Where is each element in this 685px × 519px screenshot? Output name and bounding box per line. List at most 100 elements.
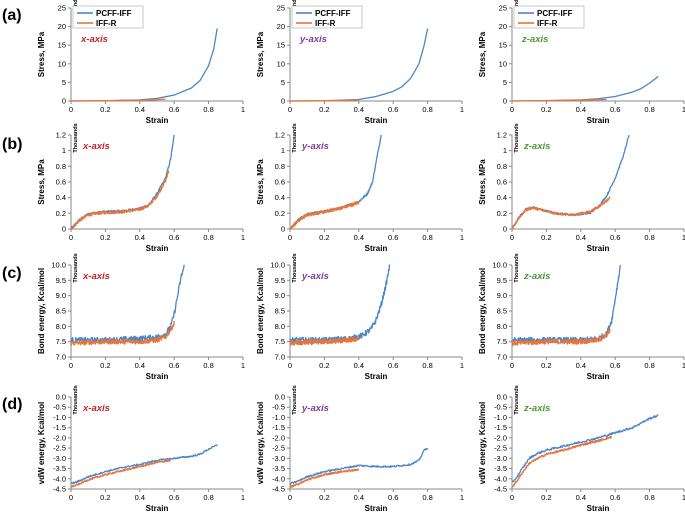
y-tick-label: -3.5: [53, 464, 66, 473]
y-tick-label: 0: [281, 97, 285, 106]
chart-c-z: 0 0.2 0.4 0.6 0.8 1 7.0 7.5 8.0 8.5 9.0 9.5 10.0 Stra…: [478, 253, 685, 381]
x-tick-label: 0: [288, 361, 292, 370]
chart-d-z: 0 0.2 0.4 0.6 0.8 1-4.5-4.0-3.5-3.0-2.5-2.0-1…: [478, 385, 685, 513]
y-tick-label: 20: [58, 22, 66, 31]
x-tick-label: 0: [510, 233, 514, 242]
y-tick-label: 7.0: [275, 353, 285, 362]
y-tick-label: 0.8: [56, 162, 66, 171]
y-tick-label: 1.2: [56, 131, 66, 140]
x-tick-label: 0.4: [135, 105, 145, 114]
x-axis-label: Strain: [146, 244, 169, 253]
y-tick-label: -2.0: [53, 433, 66, 442]
series-line-iff-r: [511, 98, 607, 102]
series-line-iff-r: [511, 196, 611, 230]
chart-c-y: 0 0.2 0.4 0.6 0.8 1 7.0 7.5 8.0 8.5 9.0 9.5 10.0 Stra…: [256, 253, 464, 381]
legend-entry: PCFF-IFF: [537, 9, 573, 18]
y-tick-label: 5: [281, 78, 285, 87]
y-tick-label: 10.0: [270, 261, 285, 270]
x-tick-label: 0.8: [422, 493, 432, 502]
series-line-pcff-iff: [511, 414, 659, 483]
y-axis-label: Stress, MPa: [478, 159, 487, 205]
y-tick-label: 20: [277, 22, 285, 31]
y-tick-label: 15: [499, 41, 507, 50]
y-tick-label: 15: [277, 41, 285, 50]
axis-name-label: x-axis: [82, 271, 110, 282]
y-tick-label: -0.5: [272, 403, 285, 412]
y-tick-label: 8.0: [275, 322, 285, 331]
x-axis-label: Strain: [146, 372, 169, 381]
series-line-iff-r: [70, 459, 172, 489]
x-tick-label: 0.4: [354, 361, 364, 370]
y-tick-label: -4.5: [494, 485, 507, 494]
y-tick-label: 0.0: [275, 393, 285, 402]
y-tick-label: 10: [499, 59, 507, 68]
y-tick-label: -1.0: [494, 413, 507, 422]
y-axis-label: Bond energy, Kcal/mol: [256, 268, 265, 354]
y-axis-label: Stress, MPa: [37, 31, 46, 77]
thousands-label: Thousands: [73, 253, 79, 282]
x-tick-label: 0.4: [576, 105, 586, 114]
y-axis-label: vdW energy, Kcal/mol: [256, 402, 265, 485]
y-axis-label: Stress, MPa: [478, 31, 487, 77]
y-tick-label: 0: [503, 225, 507, 234]
y-tick-label: -4.0: [53, 474, 66, 483]
chart-d-y: 0 0.2 0.4 0.6 0.8 1-4.5-4.0-3.5-3.0-2.5-2.0-1…: [256, 385, 464, 513]
x-tick-label: 0.6: [169, 233, 179, 242]
axis-name-label: x-axis: [80, 34, 108, 45]
y-axis-label: Bond energy, Kcal/mol: [37, 268, 46, 354]
thousands-label: Thousands: [292, 123, 298, 152]
axis-name-label: z-axis: [523, 141, 550, 152]
x-tick-label: 0.6: [388, 233, 398, 242]
y-tick-label: 0.4: [275, 193, 285, 202]
x-axis-label: Strain: [365, 244, 388, 253]
series-line-iff-r: [70, 98, 166, 102]
x-tick-label: 0.8: [203, 105, 213, 114]
y-tick-label: -4.5: [53, 485, 66, 494]
y-tick-label: -2.5: [272, 444, 285, 453]
y-tick-label: 7.5: [56, 337, 66, 346]
x-tick-label: 0.8: [203, 361, 213, 370]
axis-name-label: x-axis: [82, 403, 110, 414]
series-line-pcff-iff: [289, 447, 429, 485]
chart-b-z: 0 0.2 0.4 0.6 0.8 1 0 0.2 0.4 0.6 0.8 1 1.2 Strain Str…: [478, 123, 685, 253]
y-tick-label: 0: [281, 225, 285, 234]
thousands-label: Thousands: [73, 123, 79, 152]
axis-name-label: z-axis: [523, 271, 550, 282]
y-axis-label: vdW energy, Kcal/mol: [37, 402, 46, 485]
x-tick-label: 0: [510, 361, 514, 370]
row-label-c: (c): [2, 265, 22, 282]
x-tick-label: 0.4: [135, 361, 145, 370]
y-tick-label: 15: [58, 41, 66, 50]
chart-c-x: 0 0.2 0.4 0.6 0.8 1 7.0 7.5 8.0 8.5 9.0 9.5 10.0 Stra…: [37, 253, 245, 381]
y-tick-label: -2.0: [494, 433, 507, 442]
thousands-label: Thousands: [514, 253, 520, 282]
y-tick-label: 1: [503, 146, 507, 155]
x-tick-label: 0.6: [169, 493, 179, 502]
y-tick-label: 9.0: [497, 291, 507, 300]
x-tick-label: 0.2: [541, 493, 551, 502]
y-tick-label: -1.5: [494, 423, 507, 432]
y-tick-label: -2.5: [53, 444, 66, 453]
y-tick-label: 8.5: [56, 307, 66, 316]
y-tick-label: 0.6: [56, 178, 66, 187]
x-tick-label: 0.4: [576, 493, 586, 502]
x-axis-label: Strain: [365, 116, 388, 125]
x-tick-label: 0: [69, 105, 73, 114]
y-tick-label: -0.5: [53, 403, 66, 412]
y-tick-label: -4.0: [272, 474, 285, 483]
y-tick-label: 0.2: [56, 209, 66, 218]
series-line-iff-r: [289, 99, 359, 102]
y-tick-label: 1: [62, 146, 66, 155]
x-tick-label: 0: [69, 233, 73, 242]
x-tick-label: 0.2: [100, 361, 110, 370]
y-tick-label: 0: [503, 97, 507, 106]
y-tick-label: 0.2: [275, 209, 285, 218]
y-tick-label: 9.0: [56, 291, 66, 300]
y-tick-label: 7.5: [275, 337, 285, 346]
row-label-a: (a): [2, 7, 22, 24]
y-tick-label: 10.0: [51, 261, 66, 270]
